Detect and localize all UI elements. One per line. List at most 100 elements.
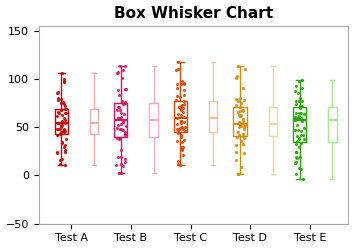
- Point: [122, 100, 128, 104]
- Point: [57, 162, 63, 166]
- Point: [238, 122, 243, 126]
- Point: [178, 104, 184, 108]
- Point: [119, 111, 124, 115]
- Point: [54, 91, 60, 95]
- Point: [56, 121, 61, 125]
- Point: [121, 101, 126, 105]
- Point: [122, 87, 128, 91]
- Point: [120, 120, 126, 124]
- Point: [62, 150, 68, 154]
- Point: [241, 125, 247, 129]
- Point: [178, 135, 183, 139]
- Point: [61, 127, 67, 131]
- Point: [175, 131, 181, 135]
- Point: [294, 172, 299, 176]
- Point: [115, 155, 121, 159]
- Point: [58, 101, 63, 105]
- Point: [121, 112, 127, 116]
- Point: [179, 148, 185, 152]
- Point: [118, 136, 123, 140]
- Point: [62, 112, 68, 116]
- Point: [120, 68, 126, 72]
- Point: [236, 120, 242, 124]
- Point: [297, 155, 303, 159]
- Point: [175, 60, 181, 64]
- Point: [117, 108, 122, 112]
- Point: [238, 165, 244, 169]
- Point: [298, 104, 304, 108]
- Point: [293, 84, 299, 88]
- Point: [63, 107, 68, 111]
- Point: [63, 111, 68, 115]
- Point: [180, 127, 186, 131]
- Point: [54, 151, 59, 155]
- Point: [241, 132, 246, 136]
- Point: [296, 128, 301, 132]
- Point: [181, 99, 187, 103]
- Point: [296, 78, 302, 82]
- Point: [181, 82, 187, 86]
- Point: [62, 121, 68, 125]
- Point: [235, 172, 241, 176]
- Point: [119, 99, 125, 103]
- Point: [238, 114, 243, 118]
- Point: [59, 157, 65, 161]
- Point: [123, 124, 129, 128]
- Point: [235, 172, 241, 176]
- Point: [120, 102, 126, 106]
- Point: [293, 150, 299, 154]
- Point: [59, 71, 64, 75]
- Point: [123, 87, 129, 91]
- Point: [240, 119, 246, 123]
- Point: [177, 126, 183, 130]
- Point: [233, 150, 239, 154]
- Point: [240, 86, 246, 90]
- Point: [122, 157, 128, 161]
- Point: [62, 148, 68, 152]
- Point: [62, 104, 68, 108]
- Point: [63, 137, 68, 141]
- Point: [235, 74, 240, 78]
- Point: [179, 140, 185, 144]
- Point: [180, 153, 186, 157]
- Point: [241, 98, 246, 102]
- Point: [299, 104, 305, 108]
- Point: [296, 116, 301, 120]
- Point: [117, 117, 122, 121]
- Point: [177, 95, 183, 99]
- Point: [238, 105, 243, 109]
- Point: [175, 112, 181, 116]
- Point: [55, 96, 61, 100]
- Point: [293, 111, 299, 115]
- Point: [235, 130, 241, 134]
- Point: [58, 108, 64, 112]
- Point: [294, 123, 300, 127]
- Point: [61, 80, 67, 84]
- Point: [297, 166, 302, 170]
- Point: [297, 136, 302, 140]
- Point: [116, 116, 122, 120]
- Point: [118, 64, 123, 68]
- Point: [296, 99, 302, 103]
- Point: [178, 119, 184, 123]
- Point: [178, 145, 183, 149]
- Point: [55, 90, 61, 94]
- Point: [116, 171, 121, 175]
- Point: [175, 159, 181, 163]
- Point: [298, 167, 304, 171]
- Point: [174, 82, 180, 86]
- Point: [117, 127, 122, 131]
- Point: [298, 104, 303, 108]
- Point: [118, 126, 124, 130]
- Point: [120, 164, 126, 168]
- Point: [118, 171, 124, 175]
- Point: [178, 108, 184, 112]
- Point: [295, 117, 301, 121]
- Point: [233, 143, 239, 147]
- Point: [179, 125, 184, 129]
- Point: [122, 132, 128, 136]
- Point: [178, 105, 184, 109]
- Point: [118, 148, 124, 152]
- Point: [237, 133, 242, 137]
- Point: [181, 115, 187, 119]
